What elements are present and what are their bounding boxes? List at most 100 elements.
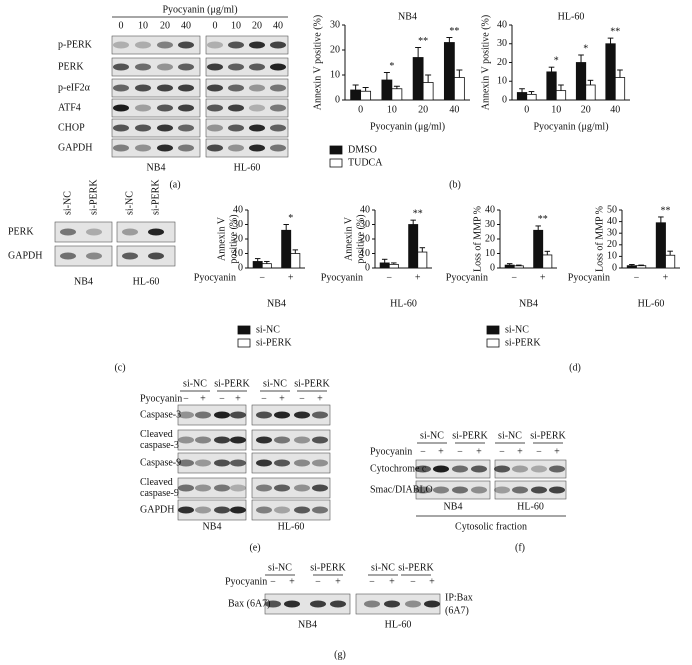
row-label: Smac/DIABLO xyxy=(370,484,433,495)
x-tick-label: + xyxy=(663,272,669,283)
blot-band xyxy=(135,41,151,49)
lane-label: si-NC xyxy=(124,191,135,215)
blot-band xyxy=(270,104,286,112)
bar xyxy=(350,89,362,101)
error-bar xyxy=(292,249,299,254)
legend-label: DMSO xyxy=(348,144,377,155)
blot-strip xyxy=(54,245,113,267)
blot-band xyxy=(195,436,211,444)
lane-label: si-PERK xyxy=(452,430,488,441)
bar xyxy=(388,263,399,269)
blot-band xyxy=(249,63,265,71)
blot-band xyxy=(230,484,246,492)
lane-label: si-PERK xyxy=(88,179,99,215)
y-tick-label: 0 xyxy=(335,94,340,105)
blot-band xyxy=(207,144,223,152)
x-tick-label: − xyxy=(259,272,265,283)
row-label: p-eIF2α xyxy=(58,82,91,93)
x-tick-label: + xyxy=(540,272,546,283)
y-tick-label: 20 xyxy=(485,233,495,244)
blot-band xyxy=(471,486,487,494)
blot-band xyxy=(207,84,223,92)
error-bar xyxy=(456,69,463,78)
blot-band xyxy=(256,436,272,444)
chart-title: NB4 xyxy=(519,298,538,309)
row-label: GAPDH xyxy=(58,142,92,153)
y-axis-label: positive (%) xyxy=(228,214,239,263)
y-axis-label: Loss of MMP % xyxy=(472,206,483,272)
error-bar xyxy=(516,264,522,266)
blot-band xyxy=(415,486,431,494)
error-bar xyxy=(667,250,673,256)
legend-swatch xyxy=(486,325,500,335)
error-bar xyxy=(283,224,289,231)
row-label: PERK xyxy=(8,226,34,237)
panel-label: (a) xyxy=(169,179,180,190)
treatment-sign: − xyxy=(457,446,463,457)
blot-band xyxy=(384,600,400,608)
y-tick-label: 30 xyxy=(607,227,617,238)
bar xyxy=(575,62,587,101)
blot-band xyxy=(284,600,300,608)
blot-band xyxy=(214,484,230,492)
blot-band xyxy=(471,465,487,473)
blot-band xyxy=(157,104,173,112)
blot-band xyxy=(86,252,102,260)
blot-band xyxy=(256,506,272,514)
chart-title: HL-60 xyxy=(558,11,585,22)
blot-strip xyxy=(251,404,331,426)
error-bar xyxy=(535,225,541,231)
group-label: HL-60 xyxy=(278,521,305,532)
y-axis-label: Loss of MMP % xyxy=(594,206,605,272)
blot-band xyxy=(195,484,211,492)
significance: * xyxy=(554,55,559,66)
y-tick-label: 0 xyxy=(612,262,617,273)
treatment-sign: − xyxy=(315,576,321,587)
x-axis-label: Pyocyanin xyxy=(568,272,610,283)
blot-band xyxy=(230,506,246,514)
legend-label: si-PERK xyxy=(505,337,541,348)
bar xyxy=(626,265,637,269)
blot-band xyxy=(312,459,328,467)
lane-label: si-NC xyxy=(183,378,207,389)
significance: ** xyxy=(413,208,423,219)
bar xyxy=(665,254,676,269)
legend-swatch xyxy=(329,145,343,155)
y-tick-label: 30 xyxy=(233,219,243,230)
x-tick-label: − xyxy=(511,272,517,283)
blot-band xyxy=(214,436,230,444)
x-tick-label: 20 xyxy=(581,104,591,115)
blot-band xyxy=(312,436,328,444)
x-tick-label: + xyxy=(415,272,421,283)
fraction-label: Cytosolic fraction xyxy=(455,521,527,532)
blot-band xyxy=(214,411,230,419)
y-tick-label: 10 xyxy=(360,248,370,259)
blot-band xyxy=(230,411,246,419)
blot-band xyxy=(405,600,421,608)
lane-label: si-NC xyxy=(420,430,444,441)
treatment-sign: − xyxy=(420,446,426,457)
x-tick-label: 40 xyxy=(449,104,459,115)
panel-label: (g) xyxy=(334,649,346,660)
blot-band xyxy=(178,41,194,49)
significance: * xyxy=(389,61,394,72)
blot-strip xyxy=(494,480,567,500)
blot-band xyxy=(135,84,151,92)
treatment-label: Pyocyanin xyxy=(370,446,412,457)
y-tick-label: 20 xyxy=(233,233,243,244)
treatment-sign: + xyxy=(429,576,435,587)
blot-band xyxy=(424,600,440,608)
error-bar xyxy=(629,264,635,266)
panel-label: (b) xyxy=(449,179,461,190)
blot-band xyxy=(228,104,244,112)
blot-band xyxy=(122,228,138,236)
blot-band xyxy=(195,411,211,419)
blot-strip xyxy=(111,138,201,158)
legend-label: si-NC xyxy=(505,324,529,335)
blot-band xyxy=(207,41,223,49)
error-bar xyxy=(352,84,359,90)
lane-label: si-NC xyxy=(263,378,287,389)
blot-band xyxy=(60,228,76,236)
row-label: caspase-9 xyxy=(140,488,179,499)
